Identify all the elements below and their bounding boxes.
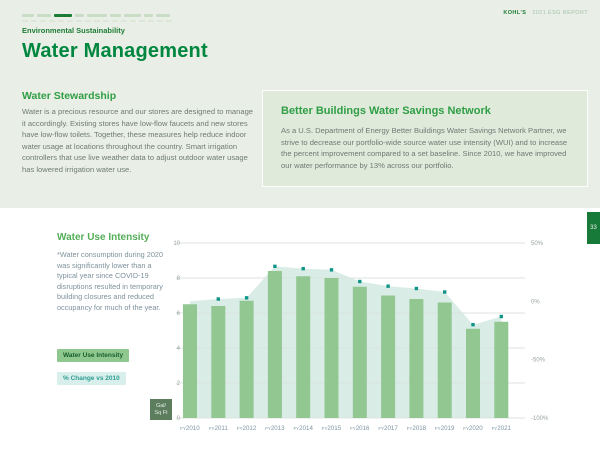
svg-text:2: 2 (177, 381, 181, 387)
svg-text:-50%: -50% (531, 358, 546, 364)
svg-text:6: 6 (177, 311, 181, 317)
legend-water-use-intensity: Water Use Intensity (57, 349, 130, 362)
pct-dot-FY2014 (301, 266, 305, 271)
progress-segment (22, 14, 34, 17)
bar-FY2019 (437, 302, 452, 418)
page-number-tab: 33 (587, 212, 600, 244)
bar-FY2015 (324, 278, 339, 418)
svg-text:10: 10 (173, 241, 180, 247)
better-buildings-callout: Better Buildings Water Savings Network A… (262, 90, 588, 187)
progress-segment (144, 14, 153, 17)
svg-text:-100%: -100% (531, 416, 549, 422)
pct-dot-FY2013 (273, 264, 277, 269)
svg-text:FY2016: FY2016 (350, 425, 370, 432)
y-axis-unit-label: Gal/ Sq Ft (150, 399, 172, 420)
section-progress-indicator (22, 14, 170, 17)
page-title: Water Management (22, 40, 208, 62)
pct-dot-FY2011 (216, 297, 220, 301)
pct-dot-FY2019 (443, 290, 447, 294)
bar-FY2018 (409, 299, 424, 418)
chart-footnote: *Water consumption during 2020 was signi… (57, 250, 164, 312)
legend-pct-change: % Change vs 2010 (57, 372, 126, 385)
stewardship-paragraph: Water is a precious resource and our sto… (22, 107, 254, 174)
callout-paragraph: As a U.S. Department of Energy Better Bu… (281, 126, 568, 170)
progress-subticks (22, 20, 172, 22)
bar-FY2013 (267, 271, 282, 418)
pct-dot-FY2012 (244, 296, 249, 300)
callout-heading: Better Buildings Water Savings Network (281, 105, 491, 117)
svg-text:FY2013: FY2013 (265, 425, 285, 432)
pct-dot-FY2015 (329, 268, 334, 272)
svg-text:FY2014: FY2014 (294, 425, 314, 432)
brand-suffix: 2021 ESG REPORT (532, 10, 588, 16)
bar-FY2014 (296, 276, 311, 418)
pct-dot-FY2016 (358, 279, 362, 284)
brand-logo: KOHL'S (503, 10, 527, 16)
progress-segment-active (54, 14, 72, 17)
report-brand: KOHL'S 2021 ESG REPORT (503, 10, 588, 16)
svg-text:FY2015: FY2015 (322, 425, 342, 432)
bar-FY2017 (381, 295, 396, 418)
svg-text:8: 8 (177, 276, 181, 282)
section-eyebrow: Environmental Sustainability (22, 26, 125, 35)
svg-text:FY2012: FY2012 (237, 425, 257, 432)
pct-dot-FY2018 (414, 286, 419, 291)
svg-text:0: 0 (177, 416, 181, 422)
bar-FY2012 (239, 300, 254, 418)
pct-dot-FY2020 (471, 322, 475, 327)
svg-text:0%: 0% (531, 299, 540, 305)
bar-FY2020 (466, 328, 480, 418)
pct-dot-FY2017 (386, 284, 390, 288)
svg-text:FY2010: FY2010 (180, 425, 200, 432)
progress-segment (87, 14, 107, 17)
wui-chart-svg: 0 2 4 6 8 10 50% 0% -50% -100% FY2010 FY2011 FY2012 F… (173, 241, 549, 432)
svg-text:4: 4 (177, 346, 181, 352)
svg-text:50%: 50% (531, 241, 544, 247)
progress-segment (124, 14, 141, 17)
svg-text:FY2020: FY2020 (463, 425, 483, 432)
svg-text:FY2018: FY2018 (407, 425, 427, 432)
bar-FY2010 (183, 304, 197, 418)
progress-segment (110, 14, 121, 17)
progress-segment (156, 14, 170, 17)
svg-text:FY2017: FY2017 (378, 425, 398, 432)
svg-text:FY2021: FY2021 (492, 425, 512, 432)
svg-text:FY2019: FY2019 (435, 425, 455, 432)
chart-title: Water Use Intensity (57, 232, 150, 243)
svg-text:FY2011: FY2011 (209, 425, 228, 432)
pct-dot-FY2021 (499, 314, 503, 319)
progress-segment (75, 14, 84, 17)
progress-segment (37, 14, 51, 17)
bar-FY2016 (352, 286, 367, 418)
bar-FY2011 (211, 306, 226, 418)
bar-FY2021 (494, 321, 509, 418)
stewardship-heading: Water Stewardship (22, 90, 117, 102)
